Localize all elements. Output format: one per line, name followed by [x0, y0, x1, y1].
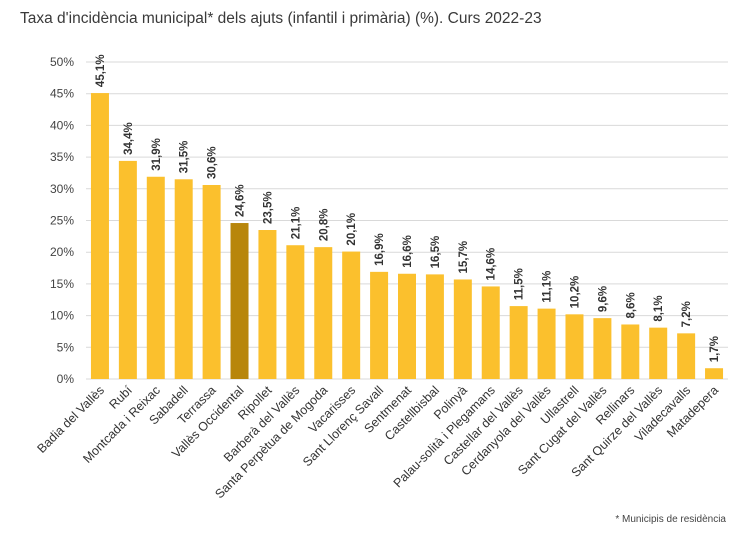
chart-title: Taxa d'incidència municipal* dels ajuts …	[20, 10, 542, 27]
footnote: * Municipis de residència	[615, 514, 726, 525]
bar	[286, 245, 305, 379]
bar	[342, 251, 361, 379]
bar	[509, 306, 528, 379]
value-label: 31,9%	[151, 138, 163, 171]
y-tick-label: 15%	[50, 277, 74, 291]
value-label: 34,4%	[123, 122, 135, 155]
value-label: 21,1%	[290, 207, 302, 240]
value-label: 10,2%	[569, 276, 581, 309]
y-tick-label: 30%	[50, 182, 74, 196]
bar	[174, 179, 193, 379]
bars	[90, 93, 724, 379]
value-label: 1,7%	[709, 336, 721, 362]
bar	[258, 230, 277, 379]
bar	[565, 314, 584, 379]
value-label: 31,5%	[179, 141, 191, 174]
y-tick-label: 10%	[50, 309, 74, 323]
value-label: 45,1%	[95, 54, 107, 87]
bar	[90, 93, 109, 379]
value-label: 16,6%	[402, 235, 414, 268]
value-label: 24,6%	[235, 184, 247, 217]
bar	[118, 160, 137, 379]
value-label: 9,6%	[597, 286, 609, 312]
y-tick-label: 35%	[50, 150, 74, 164]
value-label: 8,1%	[653, 295, 665, 321]
value-label: 8,6%	[625, 292, 637, 318]
y-tick-label: 40%	[50, 118, 74, 132]
value-label: 16,9%	[374, 233, 386, 266]
bar	[621, 324, 640, 379]
bar	[705, 368, 724, 379]
bar	[398, 273, 416, 379]
bar	[677, 333, 696, 379]
bar	[425, 274, 444, 379]
y-tick-label: 45%	[50, 87, 74, 101]
bar	[453, 279, 472, 379]
y-axis-ticks: 0% 5% 10% 15% 20% 25% 30% 35% 40% 45% 50%	[50, 55, 74, 386]
bar	[370, 271, 389, 379]
value-label: 20,1%	[346, 213, 358, 246]
y-tick-label: 20%	[50, 245, 74, 259]
bar	[537, 308, 556, 379]
value-label: 16,5%	[430, 236, 442, 269]
y-tick-label: 5%	[57, 340, 75, 354]
value-labels: 45,1% 34,4% 31,9% 31,5% 30,6% 24,6% 23,5% 21,1%…	[95, 54, 721, 362]
bar	[230, 223, 249, 379]
value-label: 20,8%	[318, 209, 330, 242]
value-label: 15,7%	[458, 241, 470, 274]
bar	[146, 176, 165, 379]
y-tick-label: 25%	[50, 214, 74, 228]
value-label: 7,2%	[681, 301, 693, 327]
bar	[481, 286, 500, 379]
bar	[314, 247, 333, 379]
bar	[202, 184, 221, 379]
bar	[593, 318, 612, 379]
value-label: 30,6%	[207, 146, 219, 179]
value-label: 14,6%	[486, 248, 498, 281]
y-tick-label: 0%	[57, 372, 75, 386]
value-label: 23,5%	[262, 191, 274, 224]
value-label: 11,5%	[514, 268, 526, 300]
value-label: 11,1%	[542, 271, 554, 303]
y-tick-label: 50%	[50, 55, 74, 69]
bar	[649, 327, 668, 379]
